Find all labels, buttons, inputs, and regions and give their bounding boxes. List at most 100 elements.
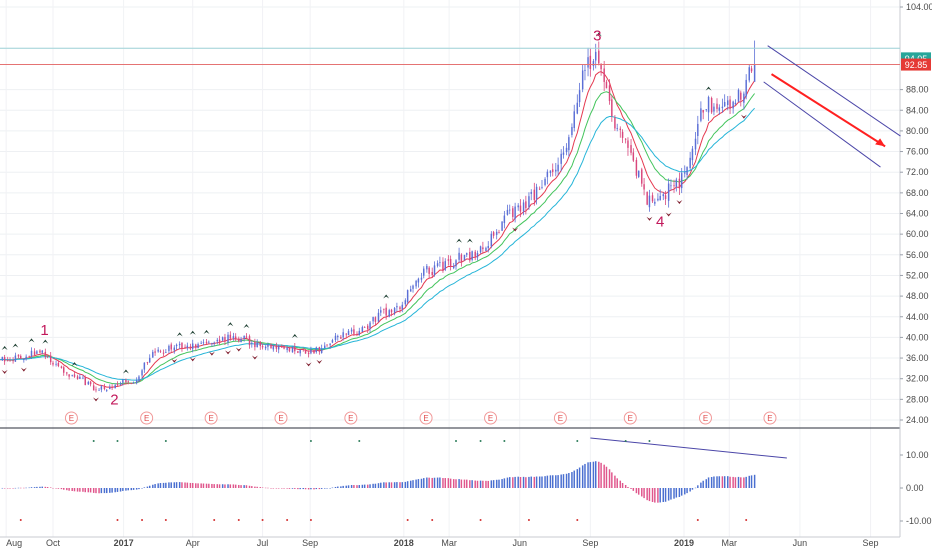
histogram-bar bbox=[187, 483, 188, 488]
candle-body bbox=[754, 65, 755, 82]
time-tick-label: Sep bbox=[302, 538, 318, 548]
histogram-bar bbox=[745, 477, 746, 488]
candle-body bbox=[568, 137, 569, 150]
wave-labels: 12345 bbox=[40, 0, 760, 409]
candle-body bbox=[531, 192, 532, 194]
candle-body bbox=[127, 381, 128, 382]
candle-body bbox=[372, 317, 373, 321]
histogram-bar bbox=[442, 478, 443, 488]
indicator-tick-label: -10.00 bbox=[906, 516, 932, 526]
histogram-bar bbox=[544, 476, 545, 488]
histogram-bar bbox=[213, 484, 214, 488]
signal-up-marker bbox=[467, 239, 473, 243]
histogram-bar bbox=[190, 483, 191, 488]
candle-body bbox=[598, 51, 599, 64]
histogram-bar bbox=[385, 482, 386, 488]
histogram-bar bbox=[326, 488, 327, 489]
candle-body bbox=[299, 350, 300, 353]
indicator-dot-top bbox=[648, 440, 650, 442]
histogram-bar bbox=[342, 486, 343, 488]
indicator-dot-top bbox=[503, 440, 505, 442]
candle-body bbox=[42, 351, 43, 353]
candle-body bbox=[614, 118, 615, 129]
histogram-bar bbox=[308, 488, 309, 489]
histogram-bar bbox=[568, 473, 569, 488]
moving-averages bbox=[0, 72, 755, 388]
candle-body bbox=[584, 70, 585, 71]
histogram-bar bbox=[332, 488, 333, 489]
histogram-bar bbox=[77, 488, 78, 492]
candle-body bbox=[488, 246, 489, 248]
histogram-bar bbox=[396, 482, 397, 488]
candle-body bbox=[590, 56, 591, 69]
histogram-bar bbox=[702, 481, 703, 488]
candle-body bbox=[702, 110, 703, 113]
histogram-bar bbox=[138, 488, 139, 489]
candle-body bbox=[593, 61, 594, 66]
candle-body bbox=[58, 363, 59, 366]
candle-body bbox=[283, 346, 284, 349]
indicator-dot-top bbox=[165, 440, 167, 442]
histogram-bar bbox=[281, 488, 282, 489]
candle-body bbox=[190, 346, 191, 348]
trend-drawings bbox=[590, 46, 900, 458]
histogram-bar bbox=[106, 488, 107, 493]
signal-down-marker bbox=[252, 355, 258, 359]
candle-body bbox=[213, 343, 214, 344]
indicator-dot-top bbox=[93, 440, 95, 442]
histogram-bar bbox=[609, 469, 610, 488]
candle-body bbox=[399, 307, 400, 309]
histogram-bar bbox=[47, 487, 48, 488]
histogram-bar bbox=[45, 487, 46, 488]
candle-body bbox=[152, 352, 153, 358]
indicator-dot-top bbox=[455, 440, 457, 442]
histogram-bar bbox=[751, 475, 752, 488]
price-tick-label: 36.00 bbox=[906, 353, 929, 363]
price-tick-label: 68.00 bbox=[906, 188, 929, 198]
histogram-bar bbox=[170, 482, 171, 488]
candle-body bbox=[504, 216, 505, 224]
histogram-bar bbox=[260, 487, 261, 488]
candle-body bbox=[724, 102, 725, 106]
histogram-bar bbox=[136, 488, 137, 490]
candle-body bbox=[267, 344, 268, 346]
candle-body bbox=[560, 154, 561, 164]
histogram-bar bbox=[104, 488, 105, 493]
histogram-bar bbox=[614, 476, 615, 488]
candle-body bbox=[657, 199, 658, 201]
candle-body bbox=[222, 337, 223, 340]
histogram-bar bbox=[93, 488, 94, 493]
candle-body bbox=[203, 342, 204, 343]
candle-body bbox=[646, 192, 647, 205]
candle-body bbox=[324, 346, 325, 348]
histogram-bar bbox=[426, 478, 427, 488]
price-tick-label: 104.00 bbox=[906, 2, 932, 12]
candle-body bbox=[485, 248, 486, 251]
signal-up-marker bbox=[12, 344, 18, 348]
histogram-bar bbox=[299, 488, 300, 489]
candle-body bbox=[90, 382, 91, 385]
candle-body bbox=[224, 337, 225, 341]
candle-body bbox=[654, 202, 655, 204]
candle-body bbox=[713, 107, 714, 112]
indicator-dot-bottom bbox=[165, 519, 167, 521]
candle-body bbox=[63, 367, 64, 372]
candle-body bbox=[630, 145, 631, 153]
histogram-bar bbox=[550, 475, 551, 488]
candle-body bbox=[402, 305, 403, 309]
indicator-dot-bottom bbox=[431, 519, 433, 521]
price-tick-label: 24.00 bbox=[906, 415, 929, 425]
histogram-bar bbox=[646, 488, 647, 500]
candle-body bbox=[673, 185, 674, 186]
histogram-bar bbox=[133, 488, 134, 490]
histogram-bar bbox=[749, 476, 750, 488]
histogram-bar bbox=[428, 478, 429, 488]
candle-body bbox=[235, 337, 236, 340]
price-lines: 94.0592.85 bbox=[0, 48, 931, 70]
signal-markers bbox=[2, 33, 747, 402]
candle-body bbox=[88, 382, 89, 384]
histogram-bar bbox=[90, 488, 91, 492]
candle-body bbox=[745, 80, 746, 97]
histogram-bar bbox=[724, 476, 725, 488]
histogram-bar bbox=[471, 480, 472, 488]
